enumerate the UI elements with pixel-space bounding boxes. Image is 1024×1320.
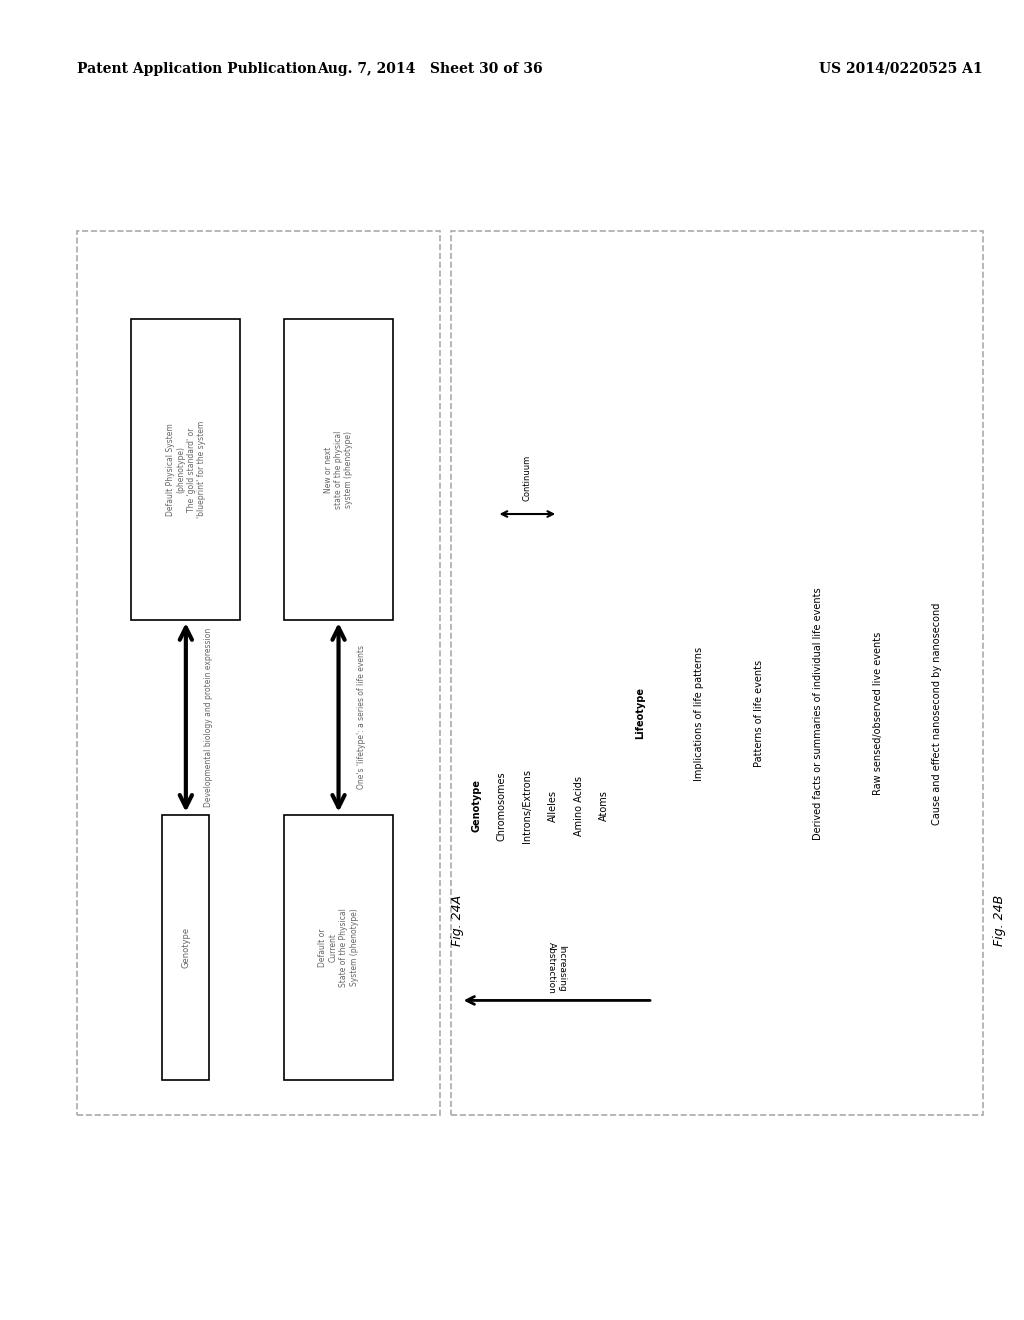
Text: Derived facts or summaries of individual life events: Derived facts or summaries of individual…	[813, 587, 823, 840]
Text: Chromosomes: Chromosomes	[497, 771, 507, 841]
Bar	[451, 231, 983, 1115]
Bar	[162, 814, 210, 1080]
Text: Default Physical System
(phenotype)
The 'gold standard' or
'blueprint' for the s: Default Physical System (phenotype) The …	[166, 421, 206, 519]
Text: Genotype: Genotype	[471, 779, 481, 833]
Bar	[284, 319, 393, 620]
Text: Aug. 7, 2014   Sheet 30 of 36: Aug. 7, 2014 Sheet 30 of 36	[317, 62, 543, 75]
Text: Alleles: Alleles	[548, 789, 558, 822]
Text: Continuum: Continuum	[523, 454, 531, 500]
Text: Patent Application Publication: Patent Application Publication	[77, 62, 316, 75]
Text: Developmental biology and protein expression: Developmental biology and protein expres…	[204, 628, 213, 807]
Text: Patterns of life events: Patterns of life events	[754, 660, 764, 767]
Text: Genotype: Genotype	[181, 927, 190, 968]
Text: Atoms: Atoms	[599, 791, 609, 821]
Text: Lifeotype: Lifeotype	[635, 688, 645, 739]
Text: One's 'lifetype': a series of life events: One's 'lifetype': a series of life event…	[357, 645, 366, 789]
Text: New or next
state of the physical
system (phenotype): New or next state of the physical system…	[324, 430, 353, 510]
Bar	[77, 231, 440, 1115]
Bar	[284, 814, 393, 1080]
Text: Introns/Extrons: Introns/Extrons	[522, 768, 532, 843]
Text: Cause and effect nanosecond by nanosecond: Cause and effect nanosecond by nanosecon…	[932, 602, 942, 825]
Text: Amino Acids: Amino Acids	[573, 776, 584, 836]
Text: Raw sensed/observed live events: Raw sensed/observed live events	[872, 632, 883, 795]
Text: Increasing
Abstraction: Increasing Abstraction	[547, 942, 566, 994]
Text: Default or
Current
State of the Physical
System (phenotype): Default or Current State of the Physical…	[318, 908, 358, 987]
Text: Fig. 24A: Fig. 24A	[451, 895, 464, 946]
Text: Fig. 24B: Fig. 24B	[993, 895, 1007, 946]
Bar	[131, 319, 241, 620]
Text: US 2014/0220525 A1: US 2014/0220525 A1	[819, 62, 983, 75]
Text: Implications of life patterns: Implications of life patterns	[694, 647, 705, 780]
